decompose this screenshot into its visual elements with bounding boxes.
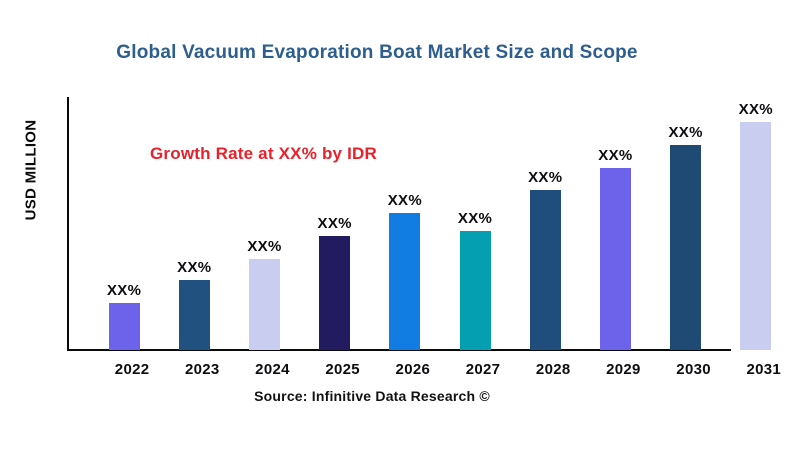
bar-2024 (248, 259, 280, 350)
bar-group: XX% 2022 (89, 97, 159, 378)
bars-container: XX% 2022 XX% 2023 XX% 2024 XX% 2025 XX% 2026 XX% 20… (89, 97, 791, 378)
bar-2028 (529, 190, 561, 350)
bar-value-label: XX% (738, 101, 773, 118)
bar-group: XX% 2028 (510, 97, 580, 378)
y-axis-line (67, 97, 69, 351)
x-tick-label: 2025 (325, 361, 360, 378)
bar-value-label: XX% (106, 282, 142, 299)
x-tick-label: 2024 (255, 361, 290, 378)
x-tick-label: 2031 (746, 361, 782, 378)
bar-value-label: XX% (668, 124, 703, 141)
bar-group: XX% 2026 (370, 97, 440, 378)
source-text: Source: Infinitive Data Research © (254, 388, 490, 404)
bar-value-label: XX% (387, 192, 422, 209)
bar-value-label: XX% (317, 215, 352, 232)
bar-group: XX% 2030 (651, 97, 721, 378)
y-axis-label: USD MILLION (22, 119, 40, 221)
bar-group: XX% 2024 (229, 97, 299, 378)
bar-2026 (389, 213, 421, 350)
bar-2023 (178, 280, 210, 350)
bar-group: XX% 2029 (580, 97, 650, 378)
bar-value-label: XX% (177, 259, 212, 276)
bar-group: XX% 2025 (300, 97, 370, 378)
x-tick-label: 2030 (676, 361, 711, 378)
bar-2029 (599, 168, 631, 350)
bar-value-label: XX% (528, 169, 563, 186)
growth-rate-annotation: Growth Rate at XX% by IDR (150, 144, 377, 163)
x-tick-label: 2022 (114, 361, 150, 378)
chart-title: Global Vacuum Evaporation Boat Market Si… (116, 42, 638, 63)
bar-group: XX% 2023 (159, 97, 229, 378)
x-tick-label: 2023 (184, 361, 220, 378)
x-tick-label: 2029 (606, 361, 641, 378)
bar-2031 (740, 122, 772, 350)
x-tick-label: 2028 (535, 361, 571, 378)
bar-2025 (319, 236, 351, 350)
bar-2022 (108, 303, 140, 350)
x-tick-label: 2026 (395, 361, 431, 378)
bar-group: XX% 2027 (440, 97, 510, 378)
x-axis-line (67, 349, 731, 351)
bar-value-label: XX% (247, 238, 282, 255)
bar-value-label: XX% (457, 210, 493, 227)
bar-group: XX% 2031 (721, 97, 791, 378)
x-tick-label: 2027 (465, 361, 501, 378)
bar-2027 (459, 231, 491, 350)
bar-value-label: XX% (598, 147, 633, 164)
bar-2030 (670, 145, 702, 350)
